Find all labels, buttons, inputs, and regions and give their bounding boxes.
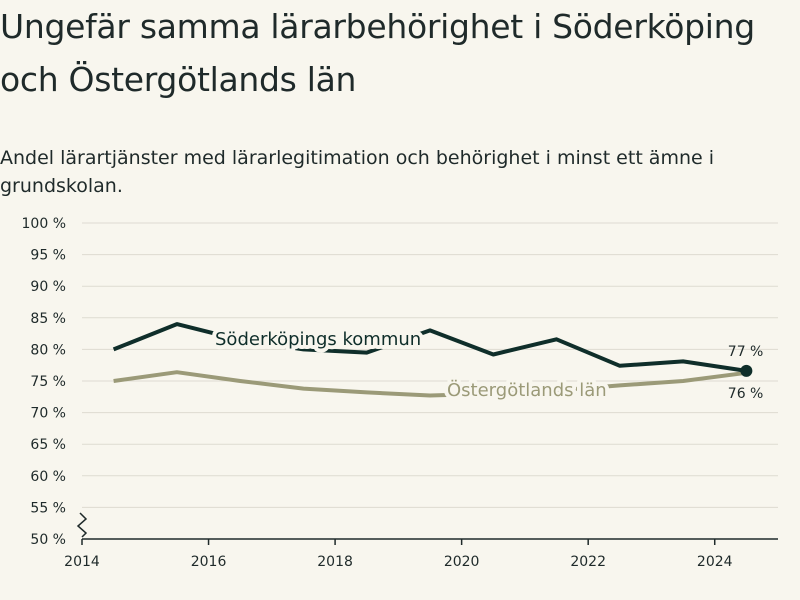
x-tick-label: 2024 <box>697 554 733 570</box>
y-tick-label: 90 % <box>30 279 66 295</box>
series-label-ostergotland: Östergötlands län <box>447 379 607 401</box>
y-tick-label: 65 % <box>30 437 66 453</box>
end-point-marker <box>740 364 753 377</box>
series-line-soderkoping <box>112 322 747 373</box>
series-label-soderkoping: Söderköpings kommun <box>215 329 421 350</box>
x-tick-label: 2018 <box>317 554 353 570</box>
x-tick-label: 2014 <box>64 554 100 570</box>
y-tick-label: 80 % <box>30 342 66 358</box>
axis-break-icon <box>76 512 88 538</box>
end-value-label-ostergotland: 76 % <box>728 386 764 402</box>
y-tick-label: 75 % <box>30 374 66 390</box>
y-tick-label: 95 % <box>30 248 66 264</box>
y-tick-label: 60 % <box>30 469 66 485</box>
series-line-ostergotland <box>113 370 747 398</box>
y-tick-label: 100 % <box>22 216 66 232</box>
x-axis-ticks: 2014 2016 2018 2020 2022 2024 <box>64 539 733 570</box>
axes <box>76 512 778 540</box>
y-tick-label: 50 % <box>30 532 66 548</box>
y-tick-label: 55 % <box>30 500 66 516</box>
y-axis-ticks: 50 % 55 % 60 % 65 % 70 % 75 % 80 % 85 % 90 % 95 %… <box>22 216 66 548</box>
series-lines <box>112 322 753 398</box>
chart-subtitle: Andel lärartjänster med lärarlegitimatio… <box>0 147 715 197</box>
x-tick-label: 2016 <box>191 554 227 570</box>
chart-title: Ungefär samma lärarbehörighet i Söderköp… <box>0 7 755 99</box>
y-tick-label: 70 % <box>30 406 66 422</box>
y-tick-label: 85 % <box>30 311 66 327</box>
series-labels: Söderköpings kommun Östergötlands län 77 %… <box>211 325 764 405</box>
gridlines <box>82 222 778 508</box>
end-value-label-soderkoping: 77 % <box>728 344 764 360</box>
x-tick-label: 2022 <box>570 554 606 570</box>
x-tick-label: 2020 <box>444 554 480 570</box>
